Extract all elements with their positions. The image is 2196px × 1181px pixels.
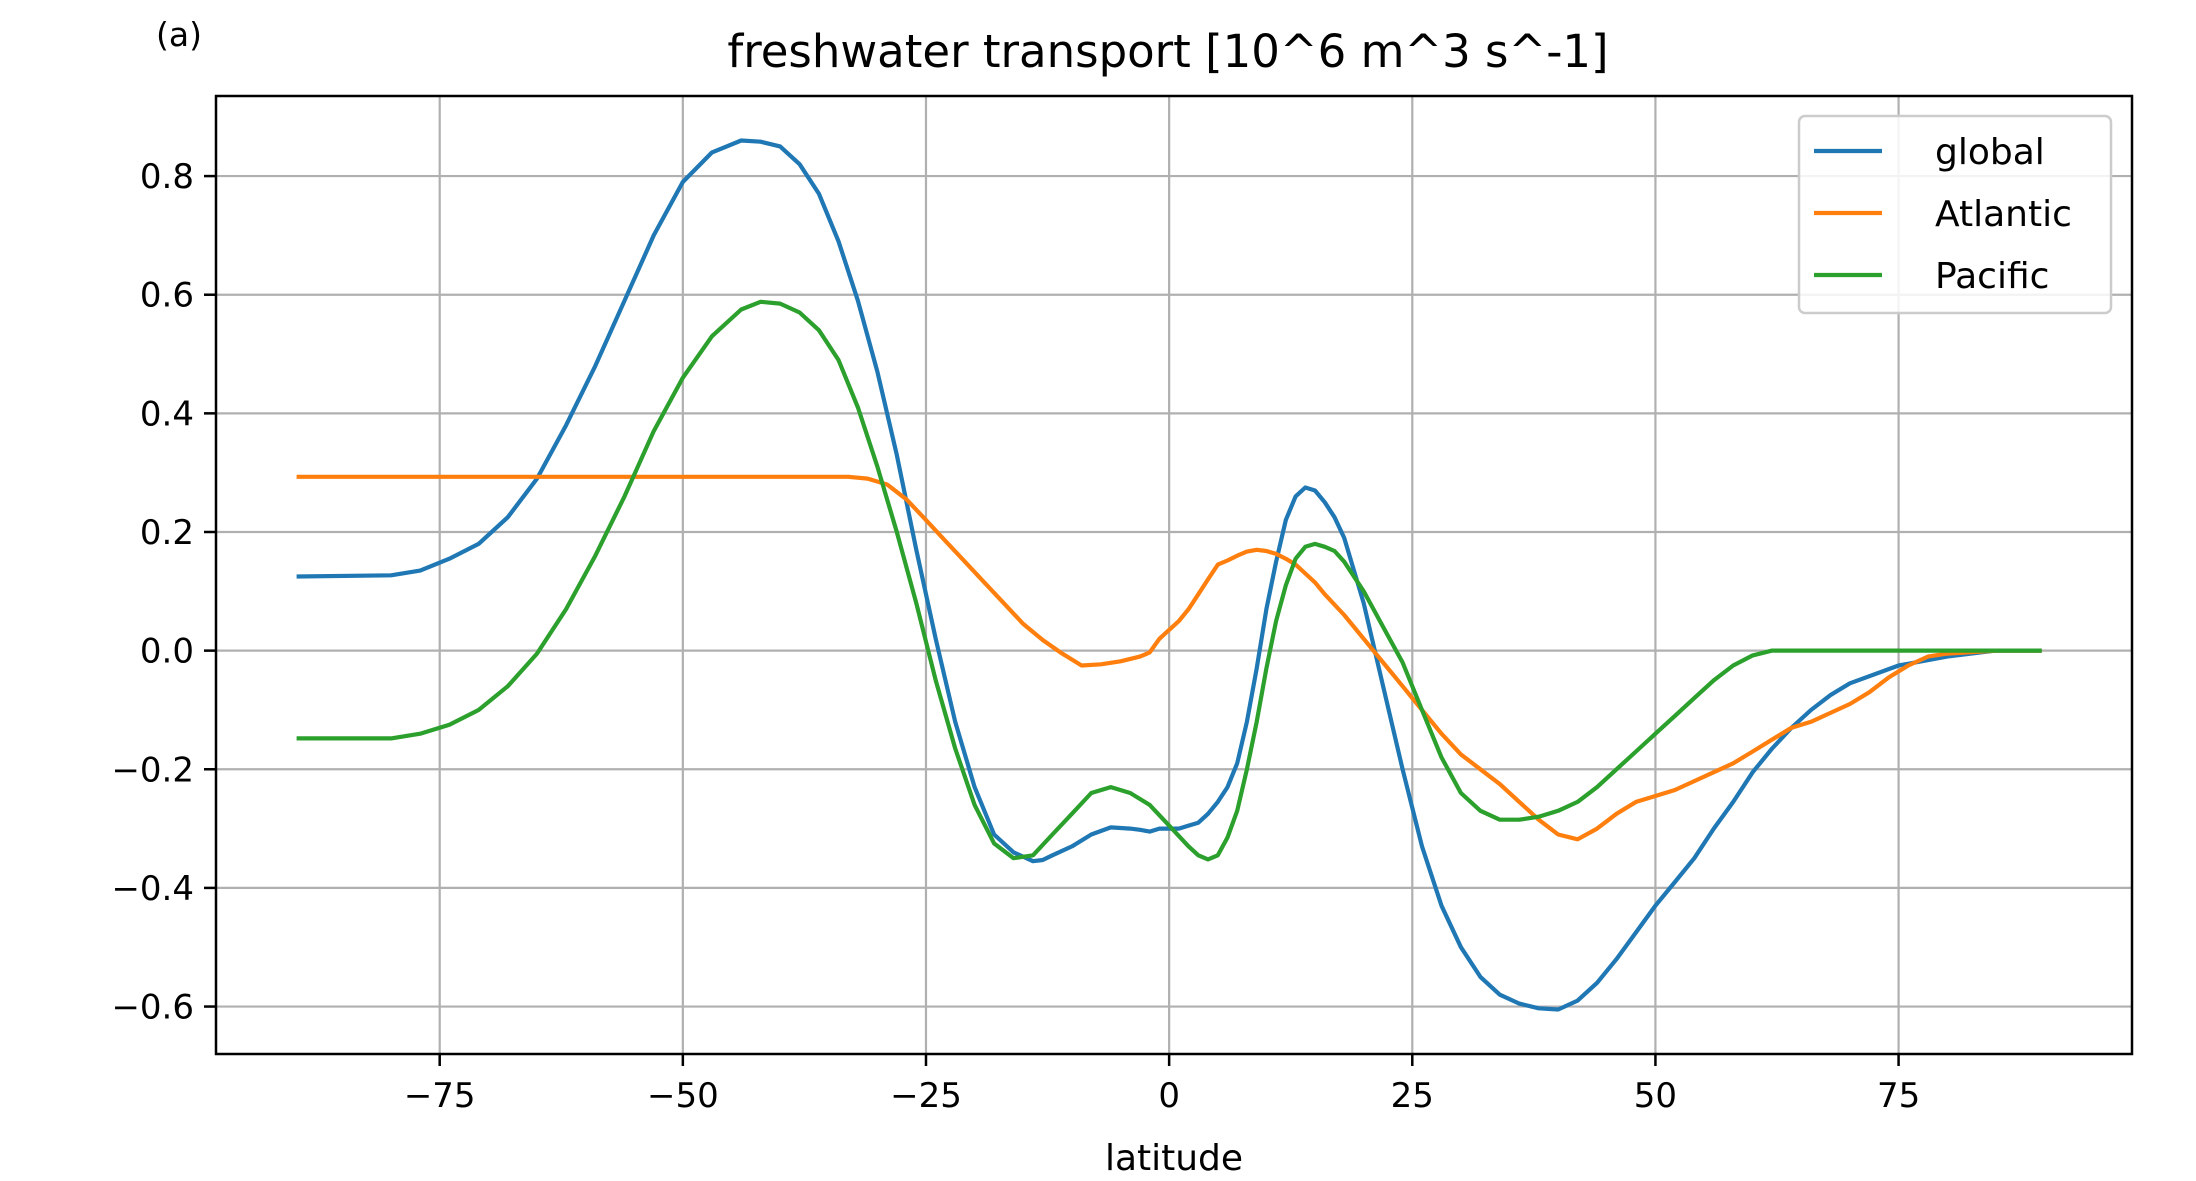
- ticks: −75 −50 −25 0 25 50 75 −0.6 −0.4 −0.2 0.0 0.2 0.4 0.6…: [111, 157, 1920, 1116]
- y-tick-label: 0.4: [140, 394, 194, 434]
- legend-box: [1797, 114, 2113, 315]
- x-tick-label: 0: [1158, 1076, 1180, 1116]
- legend-label-pacific: Pacific: [1935, 256, 2049, 297]
- series-lines: [296, 138, 2042, 1012]
- series-line-atlantic: [296, 474, 2042, 842]
- y-tick-label: 0.0: [140, 632, 194, 672]
- x-tick-label: 75: [1877, 1076, 1920, 1116]
- y-tick-label: 0.2: [140, 513, 194, 553]
- x-tick-label: 50: [1634, 1076, 1677, 1116]
- series-line-pacific: [296, 299, 2042, 862]
- series-line-global: [296, 138, 2042, 1012]
- chart-title: freshwater transport [10^6 m^3 s^-1]: [727, 25, 1608, 78]
- legend-label-global: global: [1935, 132, 2045, 173]
- axes-frame: [214, 94, 2134, 1056]
- y-tick-label: −0.2: [111, 750, 194, 790]
- x-axis-label: latitude: [1105, 1138, 1243, 1179]
- legend: global Atlantic Pacific: [1797, 114, 2113, 315]
- y-tick-label: −0.4: [111, 869, 194, 909]
- legend-label-atlantic: Atlantic: [1935, 194, 2072, 235]
- y-tick-label: 0.6: [140, 276, 194, 316]
- y-tick-label: 0.8: [140, 157, 194, 197]
- x-tick-label: −50: [647, 1076, 719, 1116]
- panel-label: (a): [156, 15, 202, 54]
- x-tick-label: −25: [890, 1076, 962, 1116]
- x-tick-label: −75: [404, 1076, 476, 1116]
- x-tick-label: 25: [1391, 1076, 1434, 1116]
- y-tick-label: −0.6: [111, 988, 194, 1028]
